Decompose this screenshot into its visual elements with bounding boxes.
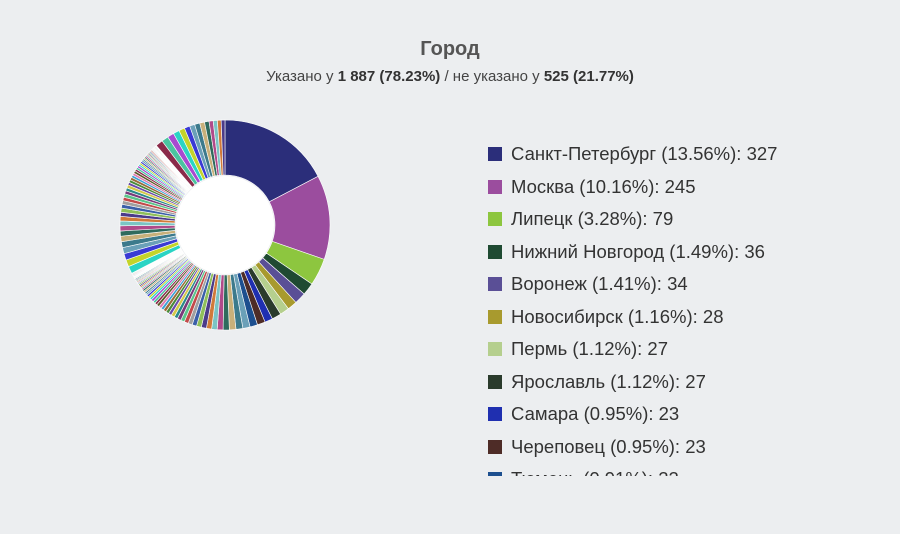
legend-swatch — [488, 342, 502, 357]
legend-item[interactable]: Москва (10.16%): 245 — [480, 171, 890, 204]
donut-chart — [119, 119, 331, 331]
legend-item[interactable]: Липецк (3.28%): 79 — [480, 203, 890, 236]
legend-label: Самара (0.95%): 23 — [511, 403, 680, 425]
legend-item[interactable]: Новосибирск (1.16%): 28 — [480, 301, 890, 334]
legend-label: Череповец (0.95%): 23 — [511, 435, 706, 457]
legend-swatch — [488, 147, 502, 162]
legend-item[interactable]: Тюмень (0.91%): 22 — [480, 463, 890, 476]
legend-swatch — [488, 472, 502, 476]
legend-label: Новосибирск (1.16%): 28 — [511, 305, 724, 327]
legend-item[interactable]: Санкт-Петербург (13.56%): 327 — [480, 138, 890, 171]
unspecified-count: 525 (21.77%) — [543, 68, 634, 85]
donut-hole — [176, 176, 274, 274]
chart-title: Город — [420, 38, 480, 60]
legend-label: Пермь (1.12%): 27 — [511, 338, 669, 360]
chart-legend: Санкт-Петербург (13.56%): 327 Москва (10.… — [480, 138, 890, 476]
legend-swatch — [488, 309, 502, 324]
legend-swatch — [488, 407, 502, 422]
legend-swatch — [488, 439, 502, 454]
legend-swatch — [488, 179, 502, 194]
chart-subtitle: Указано у 1 887 (78.23%) / не указано у … — [0, 68, 900, 85]
legend-label: Липецк (3.28%): 79 — [511, 208, 674, 230]
legend-label: Москва (10.16%): 245 — [511, 175, 696, 197]
legend-label: Санкт-Петербург (13.56%): 327 — [511, 143, 778, 165]
legend-item[interactable]: Ярославль (1.12%): 27 — [480, 366, 890, 399]
pie-slice[interactable] — [220, 119, 226, 176]
legend-item[interactable]: Воронеж (1.41%): 34 — [480, 268, 890, 301]
legend-item[interactable]: Самара (0.95%): 23 — [480, 398, 890, 431]
subtitle-middle: / не указано у — [440, 68, 544, 85]
legend-item[interactable]: Нижний Новгород (1.49%): 36 — [480, 236, 890, 269]
subtitle-prefix: Указано у — [266, 68, 338, 85]
legend-swatch — [488, 244, 502, 259]
legend-label: Нижний Новгород (1.49%): 36 — [511, 240, 765, 262]
legend-swatch — [488, 277, 502, 292]
specified-count: 1 887 (78.23%) — [337, 68, 441, 85]
legend-label: Ярославль (1.12%): 27 — [511, 370, 706, 392]
legend-label: Воронеж (1.41%): 34 — [511, 273, 688, 295]
legend-item[interactable]: Череповец (0.95%): 23 — [480, 431, 890, 464]
legend-item[interactable]: Пермь (1.12%): 27 — [480, 333, 890, 366]
legend-swatch — [488, 212, 502, 227]
legend-label: Тюмень (0.91%): 22 — [511, 468, 679, 476]
legend-swatch — [488, 374, 502, 389]
